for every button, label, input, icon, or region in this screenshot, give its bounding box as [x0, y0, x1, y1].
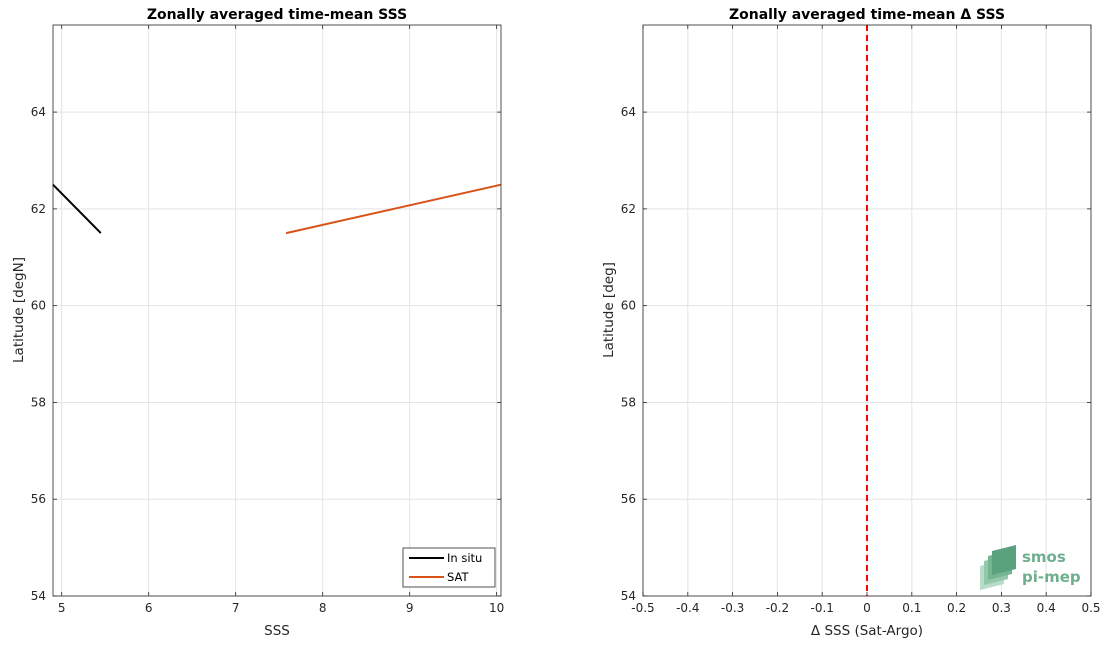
x-tick-label: 0.1: [902, 601, 921, 615]
x-tick-label: -0.2: [766, 601, 789, 615]
y-tick-label: 60: [31, 299, 46, 313]
chart-title: Zonally averaged time-mean Δ SSS: [729, 7, 1005, 23]
legend: In situ SAT: [402, 547, 496, 588]
y-tick-label: 64: [31, 105, 46, 119]
series-line-sat: [285, 183, 502, 235]
logo-layers-icon: [980, 545, 1016, 590]
y-axis-label: Latitude [degN]: [11, 257, 27, 363]
x-tick-label: -0.1: [810, 601, 833, 615]
x-axis-label: SSS: [264, 623, 290, 639]
x-tick-label: 7: [232, 601, 240, 615]
y-tick-label: 60: [621, 299, 636, 313]
x-tick-label: 9: [406, 601, 414, 615]
series-line-in-situ: [52, 183, 102, 234]
series-group: [52, 183, 502, 235]
x-tick-label: 0.5: [1081, 601, 1100, 615]
x-tick-label: -0.3: [721, 601, 744, 615]
tick-labels: -0.5 -0.4 -0.3 -0.2 -0.1 0 0.1 0.2 0.3 0.4 0.5 54 56…: [621, 105, 1101, 615]
plot-frame: [52, 24, 502, 597]
x-axis-label: Δ SSS (Sat-Argo): [811, 623, 923, 639]
x-tick-label: 0.3: [992, 601, 1011, 615]
x-tick-label: 6: [145, 601, 153, 615]
y-tick-label: 54: [31, 589, 46, 603]
y-tick-label: 64: [621, 105, 636, 119]
y-tick-label: 62: [621, 202, 636, 216]
chart-title: Zonally averaged time-mean SSS: [147, 7, 407, 23]
logo-text-smos: smos: [1022, 548, 1066, 566]
plot-area: [53, 25, 501, 596]
x-tick-label: 8: [319, 601, 327, 615]
y-tick-label: 56: [621, 492, 636, 506]
logo-text-pi-mep: pi-mep: [1022, 568, 1081, 586]
smos-pi-mep-logo: smos pi-mep: [980, 545, 1081, 590]
delta-sss-chart: -0.5 -0.4 -0.3 -0.2 -0.1 0 0.1 0.2 0.3 0.4 0.5 54 56…: [601, 7, 1101, 639]
plot-frame: [642, 24, 1092, 597]
x-tick-label: 10: [489, 601, 504, 615]
y-axis-label: Latitude [deg]: [601, 262, 617, 358]
legend-label-sat: SAT: [447, 570, 469, 584]
y-tick-label: 62: [31, 202, 46, 216]
x-tick-label: -0.4: [676, 601, 699, 615]
y-tick-label: 56: [31, 492, 46, 506]
x-tick-label: 0.4: [1037, 601, 1056, 615]
y-tick-label: 54: [621, 589, 636, 603]
x-tick-label: -0.5: [631, 601, 654, 615]
legend-label-in-situ: In situ: [447, 551, 482, 565]
y-tick-label: 58: [31, 395, 46, 409]
x-tick-label: 0: [863, 601, 871, 615]
x-tick-label: 5: [58, 601, 66, 615]
y-tick-label: 58: [621, 395, 636, 409]
x-tick-label: 0.2: [947, 601, 966, 615]
legend-box: [402, 547, 496, 588]
